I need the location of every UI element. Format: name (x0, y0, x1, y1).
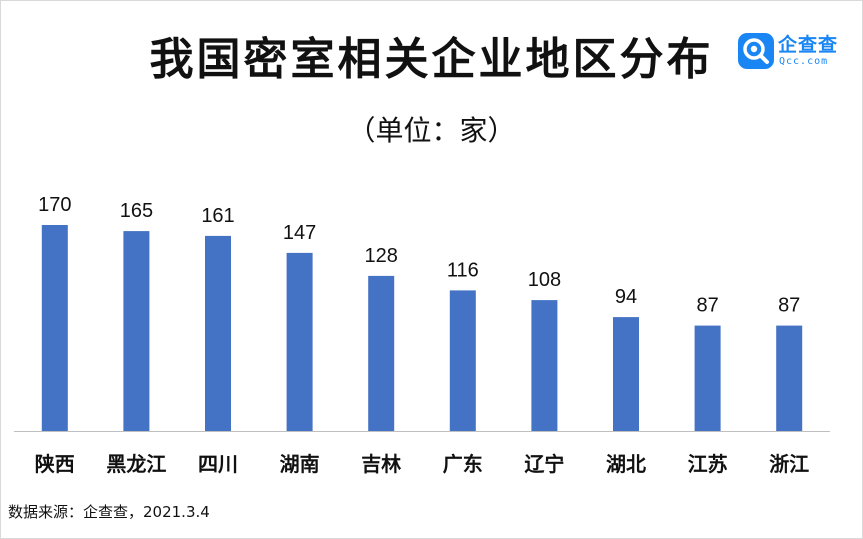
data-label: 147 (283, 222, 316, 244)
data-label: 170 (38, 194, 71, 216)
category-label: 陕西 (35, 452, 75, 476)
bar (123, 231, 150, 431)
category-label: 江苏 (688, 452, 728, 476)
category-label: 四川 (198, 452, 238, 476)
bar (613, 317, 639, 431)
category-label: 黑龙江 (106, 452, 166, 476)
logo-domain: Qcc.com (779, 56, 829, 67)
data-label: 94 (615, 286, 637, 308)
category-label: 辽宁 (524, 452, 564, 476)
bar (531, 300, 558, 431)
category-label: 湖北 (606, 452, 646, 476)
bar (694, 325, 721, 431)
category-label: 湖南 (280, 452, 320, 476)
bar (449, 290, 476, 431)
qcc-logo: 企查查 Qcc.com (738, 33, 848, 73)
qcc-logo-icon (738, 33, 774, 69)
chart-subtitle: （单位：家） (347, 114, 516, 147)
category-label: 浙江 (769, 452, 809, 476)
data-label: 108 (528, 269, 561, 291)
data-label: 128 (365, 245, 398, 267)
data-label: 165 (120, 200, 153, 222)
chart-title: 我国密室相关企业地区分布 (149, 34, 714, 85)
data-label: 87 (778, 295, 800, 317)
category-label: 吉林 (361, 452, 401, 476)
logo-name: 企查查 (778, 34, 839, 56)
source-note: 数据来源：企查查，2021.3.4 (8, 503, 210, 521)
bar (368, 275, 395, 431)
data-label: 161 (201, 205, 234, 227)
bar (286, 252, 313, 431)
bar (41, 225, 68, 431)
bar (205, 235, 231, 431)
data-label: 116 (447, 259, 479, 281)
category-label: 广东 (443, 452, 483, 476)
bar (776, 325, 803, 431)
data-label: 87 (696, 295, 718, 317)
